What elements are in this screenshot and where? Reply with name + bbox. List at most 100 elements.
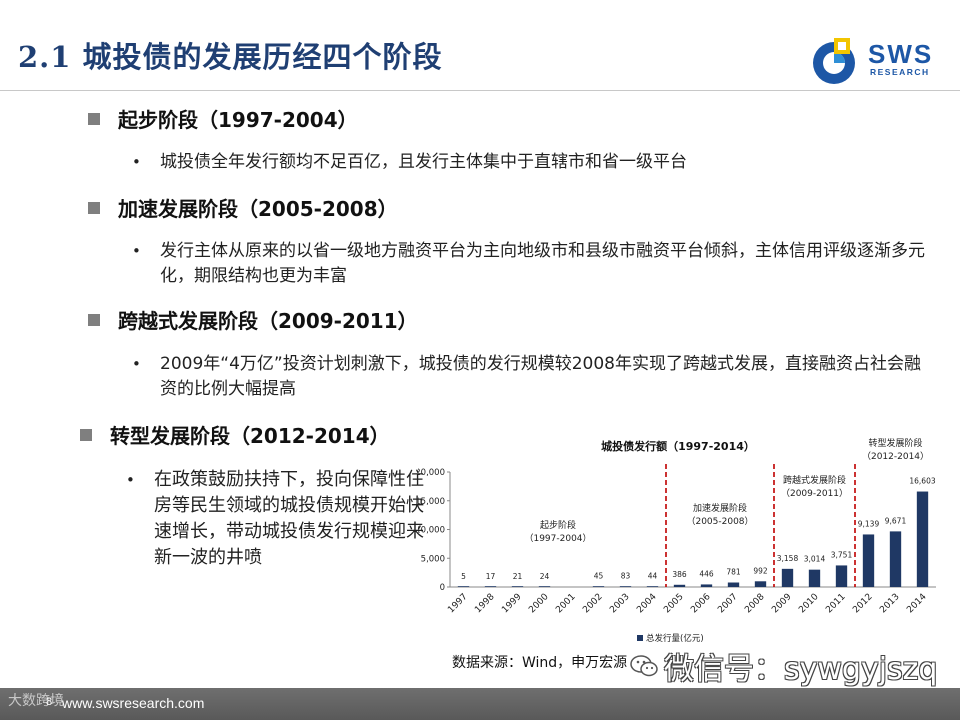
x-tick-label: 2000 [527, 592, 550, 615]
square-bullet-icon [88, 201, 100, 214]
x-tick-label: 2013 [878, 592, 901, 615]
y-tick-label: 10,000 [418, 526, 445, 536]
stage-label: 起步阶段 [540, 519, 576, 531]
y-tick-label: 0 [440, 583, 445, 593]
bar-value-label: 5 [461, 572, 466, 581]
bar [862, 534, 875, 587]
section-label: 跨越式发展阶段（2009-2011） [118, 309, 418, 333]
bar [592, 586, 605, 587]
stage-period: （2009-2011） [781, 488, 848, 499]
bar [835, 565, 848, 587]
x-tick-label: 2002 [581, 592, 604, 615]
bar-value-label: 992 [753, 566, 768, 575]
bar [754, 581, 767, 587]
bar-value-label: 45 [594, 572, 604, 581]
bullet-item: • 在政策鼓励扶持下，投向保障性住房等民生领域的城投债规模开始快速增长，带动城投… [126, 467, 426, 571]
bar-value-label: 3,751 [831, 550, 853, 559]
square-bullet-icon [80, 428, 92, 441]
logo-subtext: RESEARCH [870, 67, 930, 77]
x-tick-label: 2005 [662, 592, 685, 615]
x-tick-label: 2009 [770, 592, 793, 615]
bar-value-label: 17 [486, 572, 496, 581]
sws-logo-icon [813, 38, 855, 84]
legend-swatch [637, 635, 643, 641]
bullet-item: • 发行主体从原来的以省一级地方融资平台为主向地级市和县级市融资平台倾斜，主体信… [132, 239, 932, 289]
bar-value-label: 16,603 [909, 477, 935, 486]
bullet-dot-icon: • [132, 355, 141, 373]
bar-value-label: 83 [621, 572, 631, 581]
bar [781, 568, 794, 587]
bar [700, 584, 713, 587]
bar [808, 569, 821, 587]
bullet-text: 2009年“4万亿”投资计划刺激下，城投债的发行规模较2008年实现了跨越式发展… [160, 354, 921, 399]
bullet-text: 城投债全年发行额均不足百亿，且发行主体集中于直辖市和省一级平台 [160, 152, 687, 172]
bar-value-label: 3,014 [804, 555, 826, 564]
wechat-icon [630, 655, 658, 677]
bar [727, 582, 740, 587]
bullet-text: 在政策鼓励扶持下，投向保障性住房等民生领域的城投债规模开始快速增长，带动城投债发… [154, 469, 424, 568]
sws-logo: SWS RESEARCH [810, 36, 940, 86]
footer-watermark: 大数跨境 [8, 693, 64, 709]
wechat-watermark: 微信号：sywgyjszq [630, 644, 937, 688]
bar [484, 586, 497, 587]
section-label: 起步阶段（1997-2004） [118, 108, 358, 132]
section-label: 加速发展阶段（2005-2008） [118, 197, 398, 221]
x-tick-label: 2006 [689, 592, 712, 615]
bar [673, 584, 686, 587]
bar-value-label: 446 [699, 569, 714, 578]
bar-value-label: 44 [648, 572, 658, 581]
section-heading-4: 转型发展阶段（2012-2014） [80, 420, 390, 449]
y-tick-label: 20,000 [418, 468, 445, 478]
bar [538, 586, 551, 587]
bullet-text: 发行主体从原来的以省一级地方融资平台为主向地级市和县级市融资平台倾斜，主体信用评… [160, 241, 925, 286]
x-tick-label: 2007 [716, 592, 739, 615]
header-divider [0, 90, 960, 91]
stage-label: 跨越式发展阶段 [783, 474, 846, 486]
bar-value-label: 781 [726, 568, 741, 577]
bullet-item: • 2009年“4万亿”投资计划刺激下，城投债的发行规模较2008年实现了跨越式… [132, 352, 932, 402]
footer-url[interactable]: www.swsresearch.com [62, 695, 205, 711]
bullet-dot-icon: • [126, 471, 135, 489]
page-number: 8 [46, 696, 53, 708]
section-heading-2: 加速发展阶段（2005-2008） [88, 193, 398, 222]
x-tick-label: 1997 [446, 592, 469, 615]
legend-label: 总发行量(亿元) [646, 633, 704, 644]
bar [889, 531, 902, 587]
bond-issuance-chart: 城投债发行额（1997-2014） 0 5,000 10,000 15,000 20,00… [415, 422, 958, 652]
stage-label: 转型发展阶段 [868, 437, 922, 449]
y-tick-label: 5,000 [421, 554, 445, 564]
data-source: 数据来源：Wind，申万宏源 [452, 655, 628, 671]
logo-text: SWS [868, 39, 934, 69]
bullet-dot-icon: • [132, 153, 141, 171]
footer-bar [0, 688, 960, 720]
page-title: 2.1 城投债的发展历经四个阶段 [18, 40, 443, 74]
x-tick-label: 2003 [608, 592, 631, 615]
stage-period: （1997-2004） [524, 533, 591, 544]
bar-value-label: 9,139 [858, 519, 880, 528]
section-heading-3: 跨越式发展阶段（2009-2011） [88, 305, 418, 334]
bar [457, 586, 470, 587]
x-tick-label: 2008 [743, 592, 766, 615]
x-tick-label: 2014 [905, 592, 928, 615]
x-tick-label: 2012 [851, 592, 874, 615]
bar-value-label: 386 [672, 570, 687, 579]
bar-value-label: 9,671 [885, 516, 907, 525]
y-tick-label: 15,000 [418, 497, 445, 507]
section-label: 转型发展阶段（2012-2014） [110, 424, 390, 448]
square-bullet-icon [88, 112, 100, 125]
x-tick-label: 1998 [473, 592, 496, 615]
bar [511, 586, 524, 587]
wechat-id: 微信号：sywgyjszq [664, 652, 938, 687]
bullet-item: • 城投债全年发行额均不足百亿，且发行主体集中于直辖市和省一级平台 [132, 150, 922, 175]
bar-chart: 城投债发行额（1997-2014） 0 5,000 10,000 15,000 20,00… [415, 437, 936, 644]
x-tick-label: 2001 [554, 592, 577, 615]
bar [916, 491, 929, 587]
x-tick-label: 2010 [797, 592, 820, 615]
chart-title: 城投债发行额（1997-2014） [601, 439, 755, 453]
stage-period: （2012-2014） [862, 451, 929, 462]
bar [646, 586, 659, 587]
stage-period: （2005-2008） [686, 516, 753, 527]
section-heading-1: 起步阶段（1997-2004） [88, 104, 358, 133]
bar-value-label: 24 [540, 572, 550, 581]
x-tick-label: 1999 [500, 592, 523, 615]
